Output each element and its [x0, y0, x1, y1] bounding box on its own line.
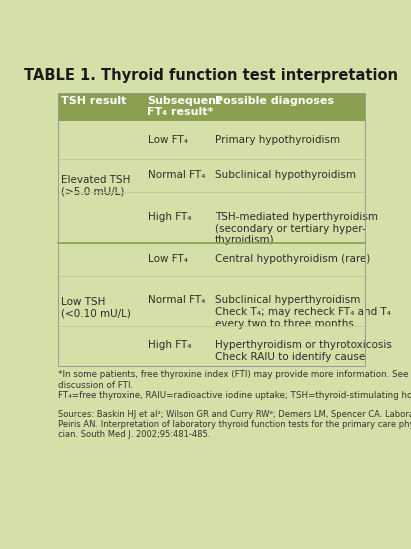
- Bar: [58, 93, 365, 121]
- Text: TSH result: TSH result: [61, 96, 126, 106]
- Text: Elevated TSH
(>5.0 mU/L): Elevated TSH (>5.0 mU/L): [61, 175, 130, 196]
- Text: Normal FT₄: Normal FT₄: [148, 295, 205, 305]
- Bar: [58, 326, 365, 366]
- Text: TSH-mediated hyperthyroidism
(secondary or tertiary hyper-
thyroidism): TSH-mediated hyperthyroidism (secondary …: [215, 212, 378, 245]
- Text: Low FT₄: Low FT₄: [148, 254, 188, 264]
- Text: TABLE 1. Thyroid function test interpretation: TABLE 1. Thyroid function test interpret…: [24, 68, 397, 83]
- Text: Central hypothyroidism (rare): Central hypothyroidism (rare): [215, 254, 370, 264]
- Text: *In some patients, free thyroxine index (FTI) may provide more information. See : *In some patients, free thyroxine index …: [58, 370, 411, 390]
- Text: Subclinical hyperthyroidism
Check T₄; may recheck FT₄ and T₄
every two to three : Subclinical hyperthyroidism Check T₄; ma…: [215, 295, 390, 329]
- Text: Possible diagnoses: Possible diagnoses: [215, 96, 334, 106]
- Text: High FT₄: High FT₄: [148, 212, 191, 222]
- Text: Low TSH
(<0.10 mU/L): Low TSH (<0.10 mU/L): [61, 297, 131, 318]
- Text: Hyperthyroidism or thyrotoxicosis
Check RAIU to identify cause: Hyperthyroidism or thyrotoxicosis Check …: [215, 340, 392, 362]
- Text: Subclinical hypothyroidism: Subclinical hypothyroidism: [215, 170, 356, 180]
- Text: Normal FT₄: Normal FT₄: [148, 170, 205, 180]
- Bar: [58, 93, 365, 366]
- Text: Subsequent
FT₄ result*: Subsequent FT₄ result*: [147, 96, 221, 117]
- Bar: [58, 159, 365, 192]
- Bar: [58, 243, 365, 276]
- Bar: [58, 276, 365, 326]
- Bar: [58, 121, 365, 159]
- Text: Low FT₄: Low FT₄: [148, 135, 188, 145]
- Text: High FT₄: High FT₄: [148, 340, 191, 350]
- Text: Sources: Baskin HJ et al²; Wilson GR and Curry RW⁸; Demers LM, Spencer CA. Labor: Sources: Baskin HJ et al²; Wilson GR and…: [58, 410, 411, 439]
- Bar: [58, 192, 365, 243]
- Text: Primary hypothyroidism: Primary hypothyroidism: [215, 135, 340, 145]
- Text: FT₄=free thyroxine, RAIU=radioactive iodine uptake; TSH=thyroid-stimulating horm: FT₄=free thyroxine, RAIU=radioactive iod…: [58, 390, 411, 400]
